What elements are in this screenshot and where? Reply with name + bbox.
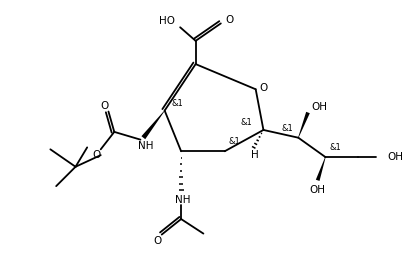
Text: NH: NH [175, 195, 191, 205]
Text: &1: &1 [329, 143, 341, 152]
Polygon shape [141, 111, 165, 139]
Text: OH: OH [387, 152, 403, 162]
Text: O: O [154, 236, 162, 246]
Text: &1: &1 [171, 99, 183, 108]
Text: &1: &1 [282, 124, 293, 133]
Text: NH: NH [137, 141, 153, 151]
Text: O: O [260, 83, 268, 93]
Polygon shape [316, 157, 326, 181]
Text: OH: OH [310, 185, 326, 195]
Text: &1: &1 [229, 137, 240, 146]
Text: O: O [226, 15, 234, 24]
Text: O: O [93, 150, 101, 160]
Text: H: H [251, 150, 259, 160]
Text: &1: &1 [240, 118, 252, 127]
Text: O: O [100, 101, 109, 111]
Text: HO: HO [159, 15, 174, 25]
Text: OH: OH [312, 102, 328, 112]
Polygon shape [298, 112, 310, 138]
